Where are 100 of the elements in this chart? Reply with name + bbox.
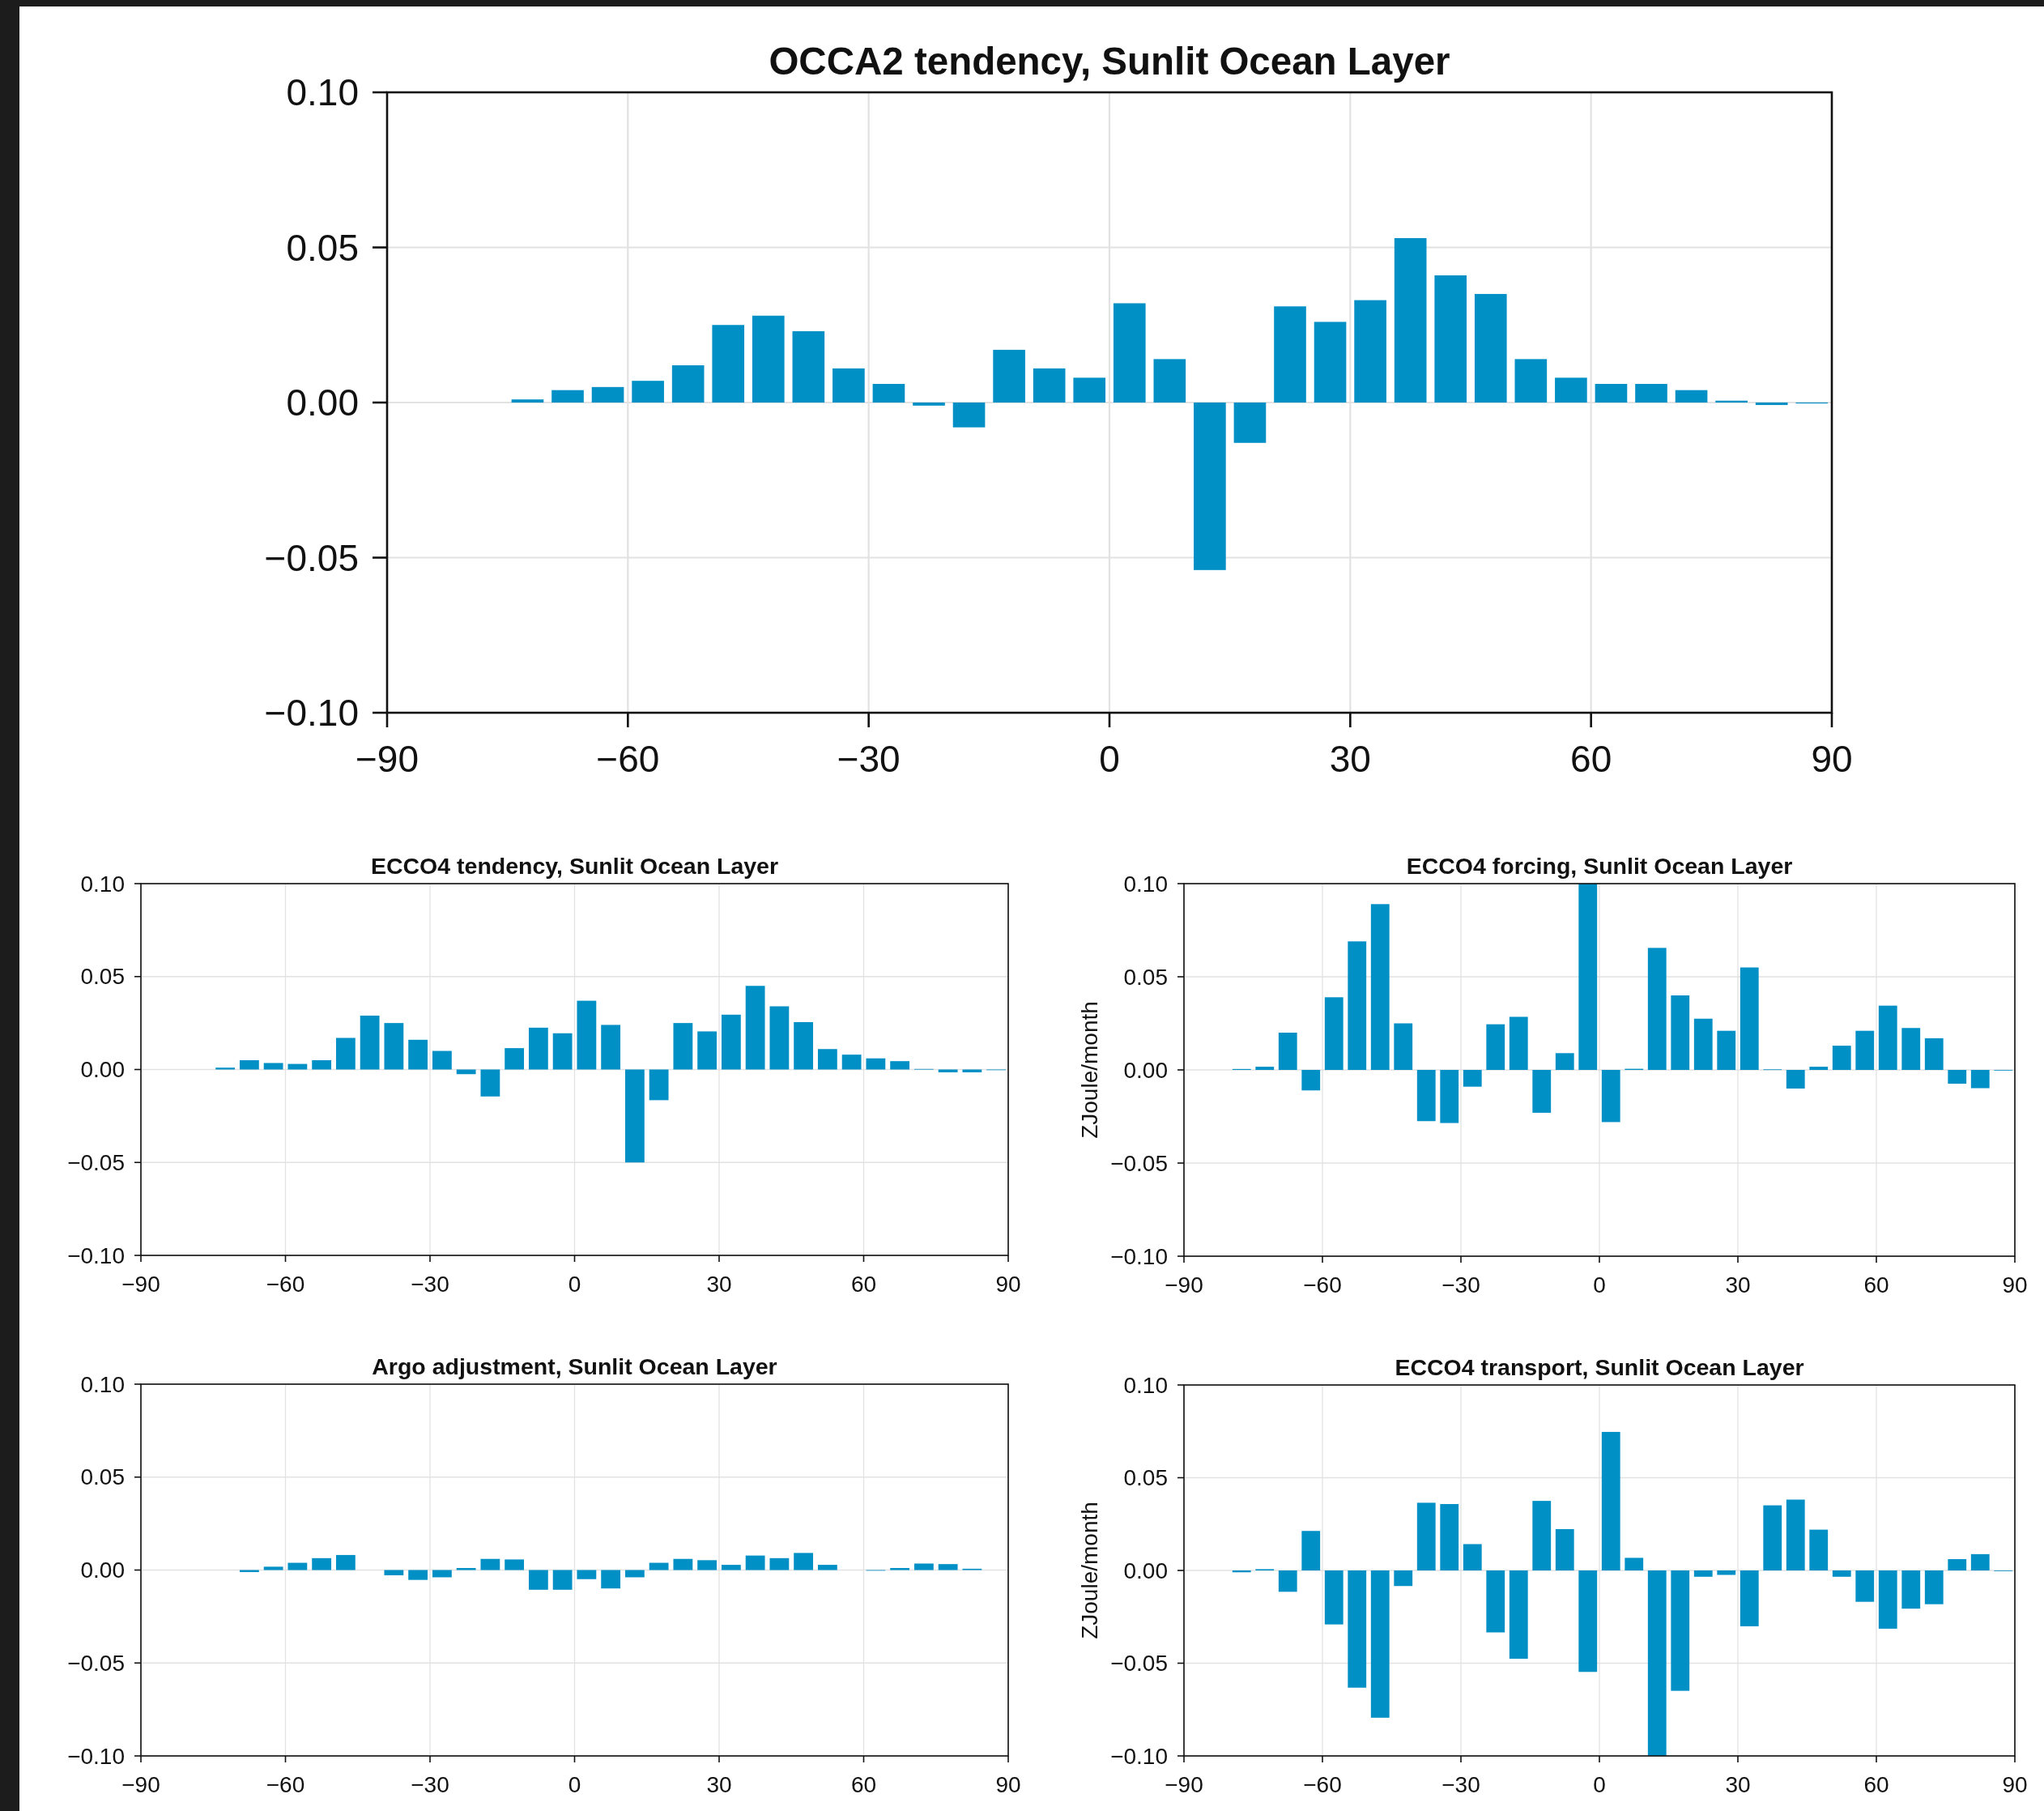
y-tick-label: −0.05 bbox=[1110, 1150, 1168, 1176]
y-axis-title: ZJoule/month bbox=[1076, 1001, 1102, 1139]
bar bbox=[1878, 1570, 1897, 1629]
x-tick-label: −60 bbox=[266, 1771, 305, 1797]
bar bbox=[577, 1000, 597, 1070]
bar bbox=[1509, 1570, 1528, 1659]
bar bbox=[1675, 390, 1708, 403]
y-tick-label: 0.05 bbox=[80, 964, 125, 990]
bar bbox=[552, 1570, 573, 1590]
bar bbox=[1578, 884, 1598, 1070]
bar bbox=[671, 365, 705, 403]
bar bbox=[1948, 1559, 1967, 1570]
bar bbox=[1832, 1570, 1851, 1577]
y-tick-label: 0.05 bbox=[286, 226, 359, 269]
bar bbox=[312, 1557, 332, 1570]
x-tick-label: −30 bbox=[411, 1771, 449, 1797]
bar bbox=[1693, 1570, 1713, 1577]
bar bbox=[841, 1055, 862, 1070]
x-tick-label: 0 bbox=[1099, 738, 1120, 780]
x-tick-label: 60 bbox=[1570, 738, 1612, 780]
bar bbox=[312, 1060, 332, 1070]
bar bbox=[1474, 293, 1507, 403]
bar bbox=[1301, 1531, 1321, 1570]
y-tick-label: −0.05 bbox=[67, 1149, 125, 1175]
bar bbox=[360, 1015, 380, 1070]
bar bbox=[1370, 904, 1390, 1070]
x-tick-label: −60 bbox=[266, 1271, 305, 1297]
bar bbox=[769, 1557, 790, 1570]
bar bbox=[1855, 1030, 1875, 1070]
x-tick-label: 30 bbox=[706, 1771, 732, 1797]
y-tick-label: −0.10 bbox=[1110, 1243, 1168, 1269]
bar bbox=[287, 1562, 308, 1570]
bar bbox=[1416, 1070, 1436, 1122]
x-tick-label: 90 bbox=[2002, 1771, 2028, 1797]
bar bbox=[1348, 1570, 1367, 1688]
bar bbox=[1314, 322, 1347, 403]
bar bbox=[408, 1039, 428, 1070]
x-tick-label: −60 bbox=[1303, 1272, 1342, 1298]
y-tick-label: −0.10 bbox=[67, 1242, 125, 1268]
y-tick-label: 0.00 bbox=[1123, 1057, 1168, 1083]
bar bbox=[215, 1067, 236, 1070]
bar bbox=[1671, 995, 1690, 1070]
x-tick-label: −60 bbox=[596, 738, 660, 780]
bar bbox=[833, 368, 865, 403]
bar bbox=[456, 1567, 476, 1570]
bar bbox=[1832, 1046, 1851, 1070]
x-tick-label: −30 bbox=[411, 1271, 449, 1297]
bar bbox=[1555, 1528, 1574, 1570]
x-tick-label: 90 bbox=[995, 1771, 1021, 1797]
bar bbox=[1578, 1570, 1598, 1673]
bar bbox=[1924, 1038, 1944, 1070]
y-tick-label: 0.10 bbox=[80, 871, 125, 897]
y-tick-label: −0.05 bbox=[67, 1650, 125, 1676]
bar bbox=[1301, 1070, 1321, 1091]
bar bbox=[511, 399, 544, 403]
bar bbox=[1717, 1030, 1736, 1070]
y-tick-label: −0.05 bbox=[264, 536, 359, 579]
bar bbox=[1625, 1557, 1644, 1570]
bar bbox=[1740, 1570, 1759, 1626]
bar bbox=[263, 1063, 283, 1070]
y-tick-label: 0.10 bbox=[286, 71, 359, 113]
bar bbox=[769, 1006, 790, 1070]
x-tick-label: −30 bbox=[837, 738, 901, 780]
bar bbox=[432, 1050, 452, 1070]
chart-title: ECCO4 forcing, Sunlit Ocean Layer bbox=[1406, 853, 1793, 879]
bar bbox=[721, 1014, 741, 1070]
chart-title: ECCO4 tendency, Sunlit Ocean Layer bbox=[370, 853, 779, 879]
chart-title: OCCA2 tendency, Sunlit Ocean Layer bbox=[769, 40, 1450, 83]
bar bbox=[817, 1565, 837, 1570]
y-tick-label: 0.10 bbox=[1123, 1372, 1168, 1398]
bar bbox=[913, 403, 945, 406]
bar bbox=[745, 1555, 765, 1570]
x-tick-label: 0 bbox=[1593, 1771, 1606, 1797]
y-tick-label: 0.05 bbox=[1123, 964, 1168, 990]
bar bbox=[1073, 377, 1106, 403]
bar bbox=[745, 986, 765, 1070]
bar bbox=[817, 1049, 837, 1070]
x-tick-label: −30 bbox=[1441, 1771, 1480, 1797]
bar bbox=[792, 330, 825, 403]
bar bbox=[505, 1048, 525, 1070]
bar bbox=[1509, 1016, 1528, 1070]
bar bbox=[335, 1038, 356, 1070]
bar bbox=[1233, 403, 1267, 443]
bar bbox=[1901, 1028, 1921, 1070]
x-tick-label: 30 bbox=[1725, 1771, 1751, 1797]
bar bbox=[1486, 1570, 1505, 1633]
bar bbox=[263, 1566, 283, 1570]
bar bbox=[1194, 403, 1226, 570]
bar bbox=[993, 349, 1025, 403]
y-tick-label: 0.00 bbox=[80, 1057, 125, 1082]
bar bbox=[432, 1570, 452, 1578]
x-tick-label: 90 bbox=[995, 1271, 1021, 1297]
bar bbox=[697, 1031, 718, 1070]
y-tick-label: 0.05 bbox=[1123, 1465, 1168, 1490]
bar bbox=[528, 1570, 548, 1590]
bar bbox=[1740, 967, 1759, 1070]
x-tick-label: −90 bbox=[121, 1271, 160, 1297]
bar bbox=[794, 1553, 814, 1570]
bar bbox=[528, 1027, 548, 1070]
y-tick-label: 0.00 bbox=[80, 1557, 125, 1583]
